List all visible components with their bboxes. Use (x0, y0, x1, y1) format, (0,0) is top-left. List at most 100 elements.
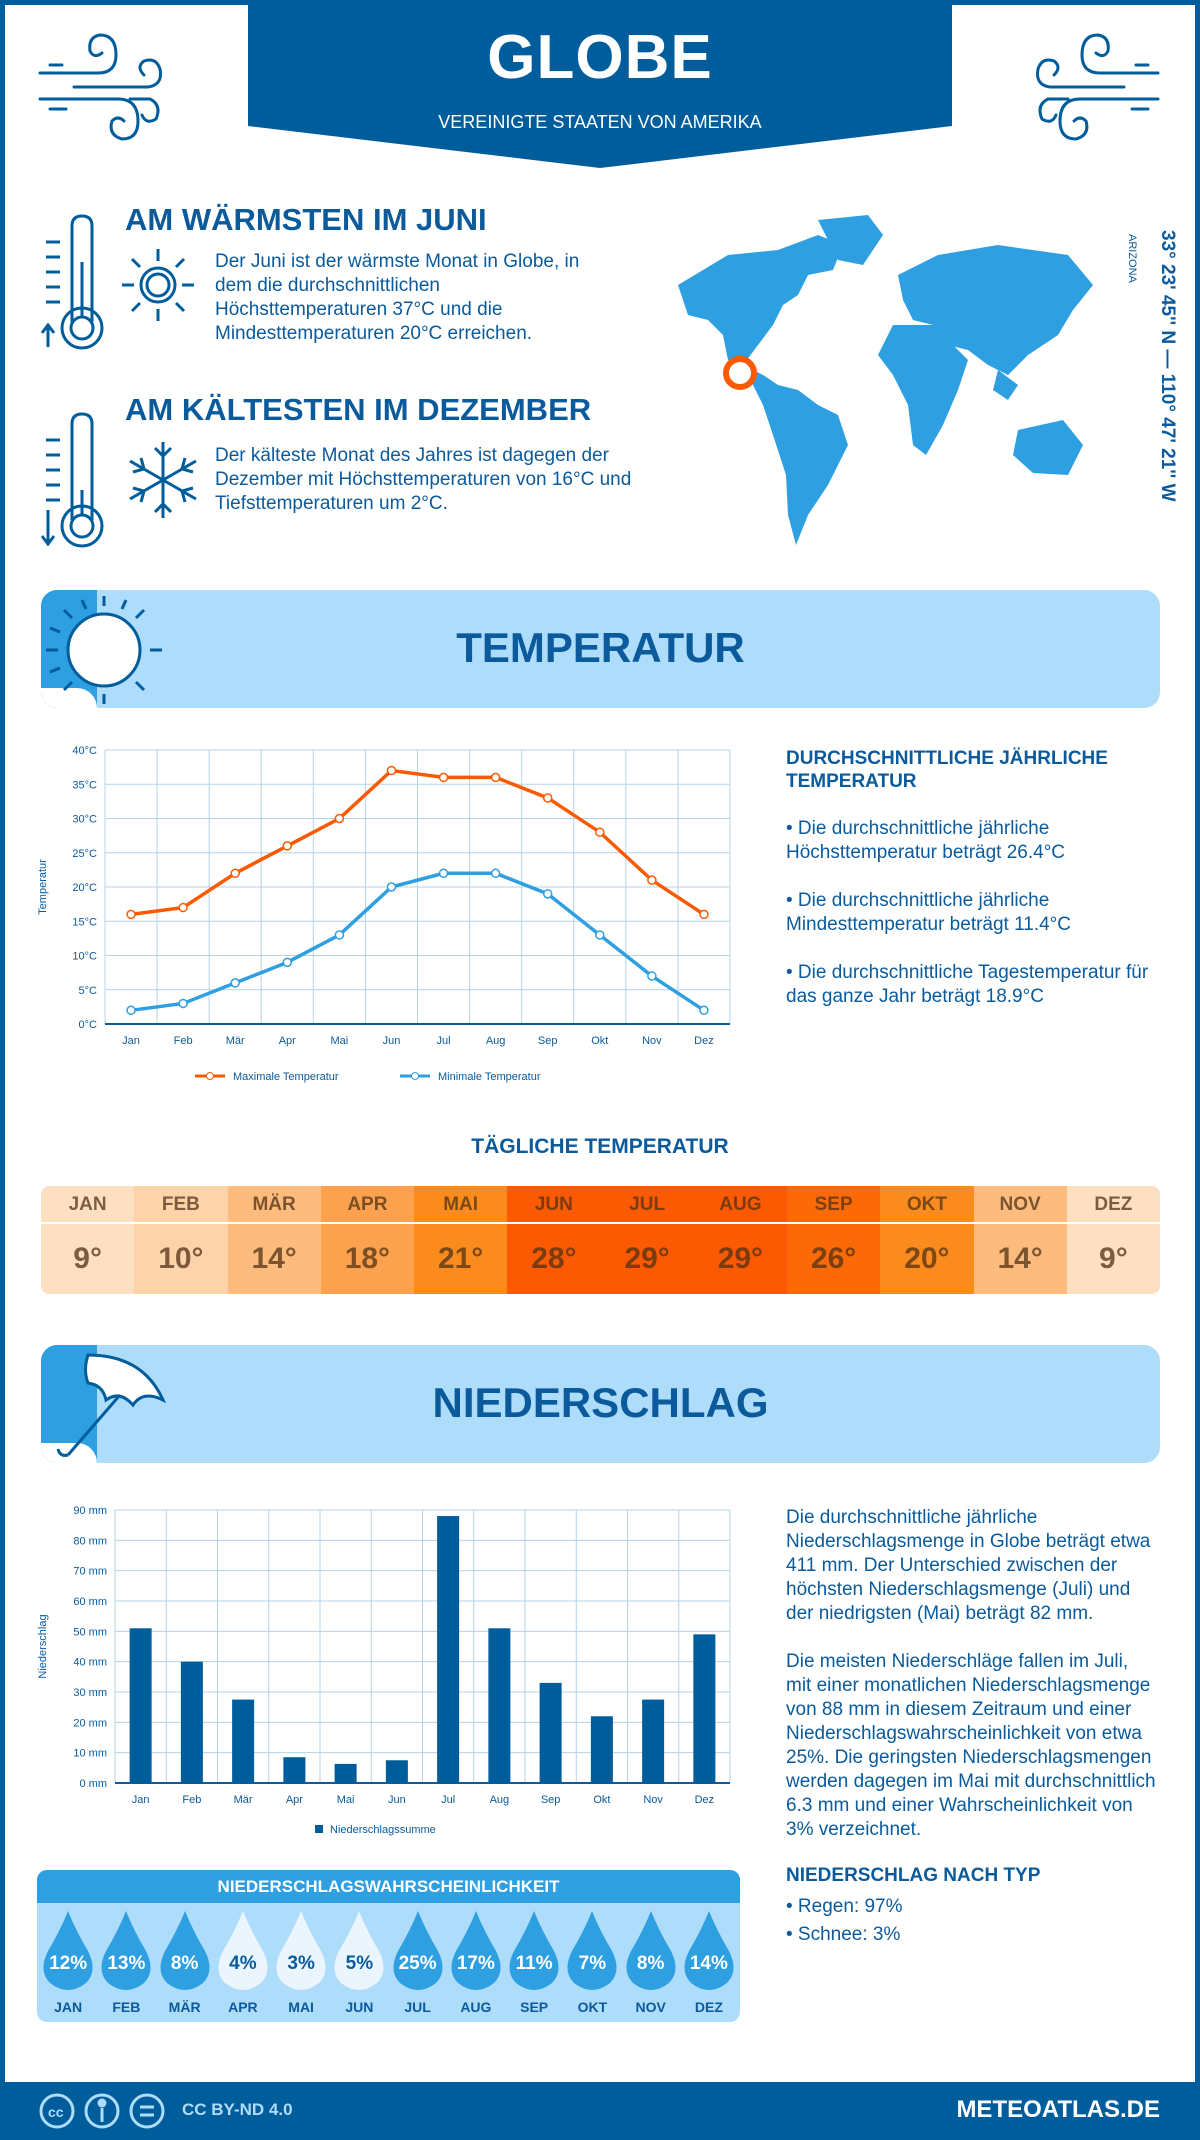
x-tick-label: Jul (441, 1794, 455, 1806)
daily-value: 14° (997, 1242, 1043, 1275)
warmest-text: Der Juni ist der wärmste Monat in Globe,… (215, 251, 580, 344)
daily-value: 29° (717, 1242, 764, 1275)
probability-value: 5% (345, 1953, 374, 1974)
cc-license-icons: cc (39, 2093, 165, 2129)
daily-month: DEZ (1066, 1186, 1160, 1224)
x-tick-label: Jun (388, 1794, 406, 1806)
raindrop-icon (684, 1911, 734, 1990)
x-tick-label: Apr (286, 1794, 303, 1806)
data-point (386, 765, 397, 776)
precip-bar (232, 1699, 255, 1783)
precip-type-heading: NIEDERSCHLAG NACH TYP (786, 1865, 1041, 1886)
y-tick-label: 50 mm (73, 1626, 107, 1638)
series-line (130, 871, 705, 1013)
daily-temp-cell: DEZ 9° (1066, 1186, 1160, 1294)
data-point (595, 827, 605, 837)
site-link[interactable]: METEOATLAS.DE (956, 2096, 1160, 2123)
precip-bar (539, 1682, 562, 1783)
temp-bullet: • Die durchschnittliche jährliche Höchst… (786, 818, 1066, 863)
y-tick-label: 70 mm (73, 1566, 107, 1578)
data-point (282, 841, 293, 851)
precipitation-banner: NIEDERSCHLAG (41, 1345, 1160, 1463)
precip-bar (642, 1699, 665, 1783)
y-axis-label: Niederschlag (37, 1614, 49, 1678)
license-label[interactable]: CC BY-ND 4.0 (182, 2100, 293, 2119)
x-tick-label: Apr (279, 1035, 296, 1047)
probability-month: JUL (404, 1999, 431, 2015)
temp-bullet: • Die durchschnittliche jährliche Mindes… (786, 890, 1071, 935)
raindrop-icon (626, 1911, 676, 1990)
probability-drop: 17% AUG (447, 1911, 505, 2019)
probability-value: 13% (107, 1953, 146, 1974)
raindrop-icon (160, 1911, 210, 1990)
probability-month: AUG (460, 1999, 492, 2015)
probability-value: 8% (170, 1953, 199, 1974)
daily-temp-cell: JUL 29° (600, 1186, 694, 1294)
daily-month: JAN (41, 1186, 135, 1224)
daily-temp-cell: AUG 29° (693, 1186, 787, 1294)
x-tick-label: Nov (643, 1794, 663, 1806)
data-point (647, 875, 657, 885)
probability-drop: 3% MAI (272, 1911, 330, 2019)
y-tick-label: 90 mm (73, 1505, 107, 1517)
x-tick-label: Mai (331, 1035, 349, 1047)
legend-label: Maximale Temperatur (233, 1071, 339, 1083)
data-point (230, 978, 240, 988)
data-point (178, 998, 188, 1009)
x-tick-label: Dez (694, 1035, 714, 1047)
daily-temp-cell: NOV 14° (973, 1186, 1067, 1294)
raindrop-icon (509, 1911, 559, 1990)
probability-month: DEZ (694, 1999, 723, 2015)
precip-bar (385, 1760, 408, 1783)
x-tick-label: Mai (337, 1794, 355, 1806)
y-tick-label: 30°C (72, 814, 97, 826)
temperature-title: TEMPERATUR (456, 624, 745, 671)
y-tick-label: 20°C (72, 882, 97, 894)
daily-value: 26° (810, 1242, 857, 1275)
temperature-banner: TEMPERATUR (41, 590, 1160, 708)
wind-icon (38, 33, 162, 141)
raindrop-icon (101, 1911, 151, 1990)
y-tick-label: 30 mm (73, 1687, 107, 1699)
daily-value: 18° (344, 1242, 391, 1275)
legend-swatch (315, 1825, 323, 1833)
region-label: ARIZONA (1126, 234, 1138, 283)
raindrop-icon (393, 1911, 443, 1990)
data-point (438, 772, 449, 783)
daily-title: TÄGLICHE TEMPERATUR (471, 1135, 729, 1158)
data-point (178, 902, 188, 913)
probability-month: MAI (288, 1999, 314, 2015)
x-tick-label: Feb (174, 1035, 193, 1047)
precipitation-title: NIEDERSCHLAG (432, 1379, 769, 1426)
data-point (126, 909, 136, 920)
x-tick-label: Sep (538, 1035, 558, 1047)
daily-temp-cell: OKT 20° (880, 1186, 974, 1294)
daily-month: SEP (787, 1186, 881, 1224)
probability-value: 4% (229, 1953, 257, 1974)
header-banner (248, 0, 952, 168)
coldest-text: Der kälteste Monat des Jahres ist dagege… (215, 445, 632, 514)
probability-value: 25% (398, 1953, 437, 1974)
daily-value: 28° (531, 1242, 577, 1275)
daily-temp-cell: SEP 26° (787, 1186, 881, 1294)
probability-drop: 12% JAN (39, 1911, 97, 2019)
precip-text-1: Die durchschnittliche jährliche Niedersc… (786, 1507, 1151, 1624)
precip-text-2: Die meisten Niederschläge fallen im Juli… (786, 1651, 1156, 1840)
probability-value: 8% (636, 1953, 665, 1974)
precip-bar (334, 1763, 357, 1783)
probability-drop: 14% DEZ (680, 1911, 738, 2019)
daily-value: 21° (437, 1242, 484, 1275)
data-point (126, 1005, 136, 1016)
y-tick-label: 25°C (72, 848, 97, 860)
precip-bar (693, 1634, 716, 1783)
probability-drop: 25% JUL (389, 1911, 447, 2019)
precipitation-chart: 0 mm 10 mm 20 mm 30 mm 40 mm 50 mm 60 mm 70 mm 8… (37, 1505, 731, 1836)
thermometer-down-icon (40, 412, 104, 548)
probability-value: 3% (287, 1953, 315, 1974)
snowflake-icon (129, 442, 197, 518)
daily-value: 9° (73, 1242, 102, 1275)
probability-drop: 13% FEB (97, 1911, 155, 2019)
precip-bar (180, 1661, 203, 1783)
daily-value: 29° (624, 1242, 670, 1275)
daily-month: JUL (600, 1186, 694, 1224)
